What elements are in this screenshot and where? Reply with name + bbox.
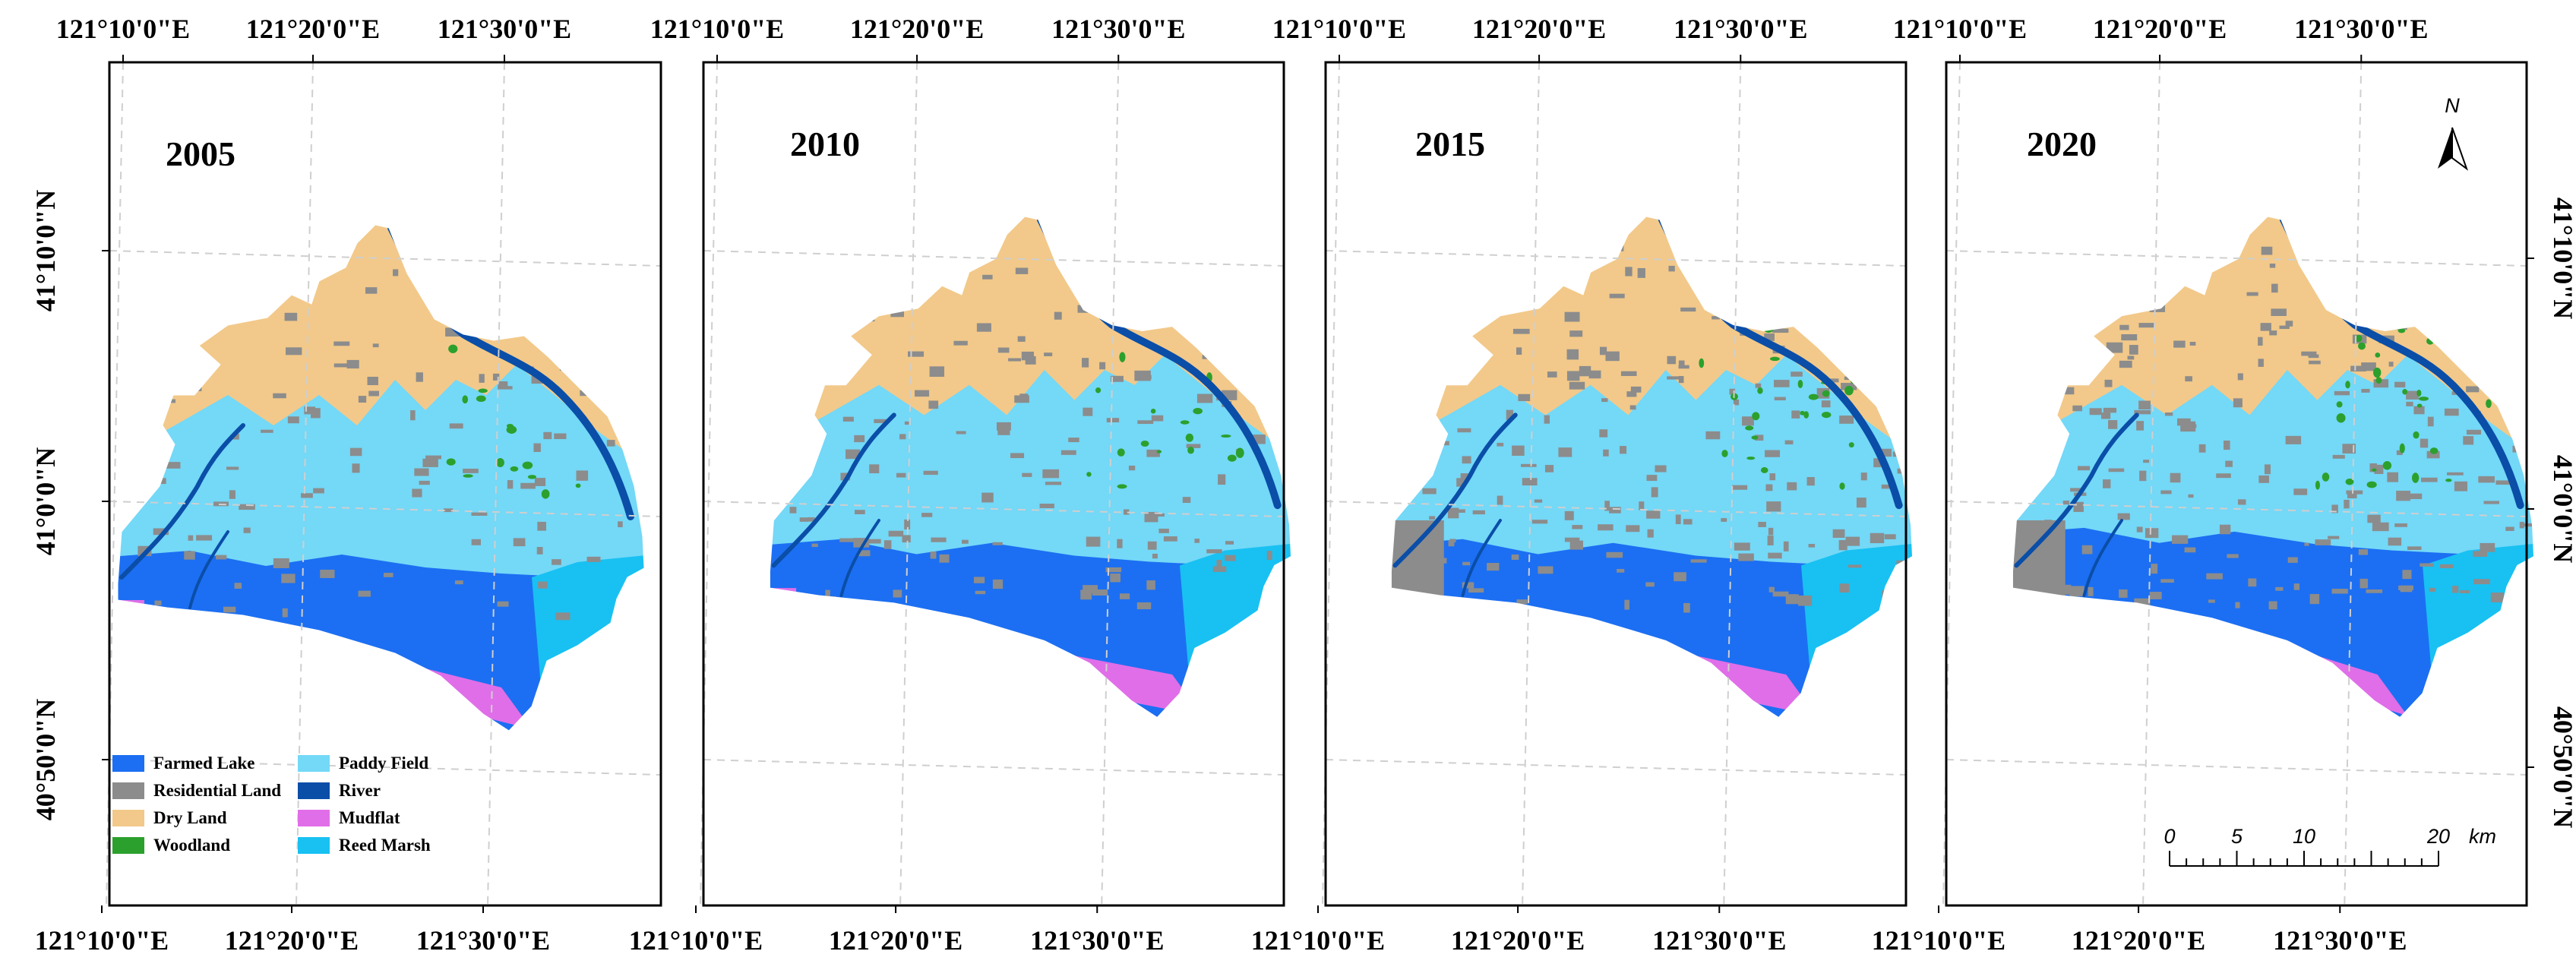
land-use-region: [2012, 216, 2534, 718]
longitude-label: 121°20'0"E: [2093, 14, 2227, 44]
legend-label: Paddy Field: [339, 754, 428, 773]
legend-swatch: [298, 810, 330, 826]
map-frame: [702, 61, 1285, 907]
region-outline: [769, 216, 1292, 719]
residential-land-patch: [1391, 520, 1444, 596]
longitude-label: 121°30'0"E: [1051, 14, 1185, 44]
scale-unit: km: [2469, 825, 2496, 848]
longitude-label: 121°20'0"E: [225, 925, 359, 956]
longitude-label: 121°10'0"E: [1251, 925, 1385, 956]
legend-label: Mudflat: [339, 808, 400, 827]
map-panel-2010: 2010 121°10'0"E 121°20'0"E 121°30'0"E 121°10…: [629, 14, 1292, 956]
longitude-label: 121°20'0"E: [1451, 925, 1585, 956]
longitude-label: 121°30'0"E: [438, 14, 571, 44]
latitude-label: 41°0'0"N: [30, 447, 61, 555]
longitude-label: 121°10'0"E: [629, 925, 763, 956]
longitude-label: 121°10'0"E: [35, 925, 169, 956]
mudflat-area: [1696, 656, 1816, 716]
longitude-label: 121°20'0"E: [1472, 14, 1606, 44]
land-use-region: [770, 216, 1291, 718]
scale-label: 0: [2164, 825, 2175, 848]
year-label: 2005: [166, 134, 235, 173]
north-arrow-icon: N: [2438, 94, 2469, 171]
scale-label: 20: [2426, 825, 2450, 848]
longitude-label: 121°20'0"E: [850, 14, 984, 44]
region-outline: [2012, 216, 2535, 719]
latitude-label: 40°50'0"N: [2548, 706, 2576, 828]
region-outline: [1390, 216, 1914, 719]
map-frame: [1324, 61, 1908, 907]
legend-label: Reed Marsh: [339, 836, 431, 855]
longitude-label: 121°10'0"E: [56, 14, 190, 44]
longitude-label: 121°30'0"E: [1674, 14, 1807, 44]
longitude-label: 121°10'0"E: [1872, 925, 2005, 956]
legend-swatch: [112, 810, 144, 826]
longitude-label: 121°20'0"E: [2072, 925, 2205, 956]
legend-label: River: [339, 781, 381, 800]
legend-item: Mudflat: [298, 808, 400, 827]
legend-label: Woodland: [153, 836, 230, 855]
legend-swatch: [112, 782, 144, 799]
longitude-label: 121°30'0"E: [2273, 925, 2407, 956]
legend-swatch: [112, 837, 144, 854]
reed-marsh-area: [532, 555, 644, 731]
latitude-label: 41°10'0"N: [2548, 198, 2576, 319]
legend-item: Residential Land: [112, 781, 281, 800]
map-panel-2015: 2015 121°10'0"E 121°20'0"E 121°30'0"E 121°10…: [1251, 14, 1914, 956]
longitude-label: 121°10'0"E: [650, 14, 784, 44]
latitude-label: 41°10'0"N: [30, 190, 61, 311]
longitude-label: 121°30'0"E: [2294, 14, 2428, 44]
map-frame: [108, 61, 662, 907]
latitude-label: 41°0'0"N: [2548, 455, 2576, 563]
year-label: 2015: [1415, 125, 1485, 163]
longitude-label: 121°20'0"E: [829, 925, 962, 956]
mudflat-area: [425, 668, 532, 729]
graticule: [1942, 62, 2527, 906]
legend-item: River: [298, 781, 381, 800]
year-label: 2020: [2027, 125, 2097, 163]
land-use-region: [118, 225, 644, 731]
longitude-label: 121°30'0"E: [1030, 925, 1164, 956]
map-panel-2020: 2020 121°10'0"E 121°20'0"E 121°30'0"E 121°10…: [1872, 14, 2576, 956]
longitude-label: 121°30'0"E: [416, 925, 550, 956]
scale-bar: 0 5 10 20 km: [2164, 825, 2496, 867]
reed-marsh-area: [2423, 542, 2534, 718]
legend-item: Farmed Lake: [112, 754, 255, 773]
scale-label: 5: [2231, 825, 2243, 848]
longitude-label: 121°10'0"E: [1893, 14, 2027, 44]
reed-marsh-area: [1801, 542, 1913, 718]
north-label: N: [2445, 94, 2460, 117]
land-use-region: [1391, 216, 1913, 718]
legend-swatch: [112, 755, 144, 772]
legend: Farmed Lake Residential Land Dry Land Woodl…: [112, 754, 431, 855]
latitude-label: 40°50'0"N: [30, 699, 61, 820]
legend-item: Woodland: [112, 836, 230, 855]
longitude-label: 121°10'0"E: [1272, 14, 1406, 44]
legend-swatch: [298, 755, 330, 772]
legend-swatch: [298, 837, 330, 854]
legend-item: Dry Land: [112, 808, 227, 827]
legend-swatch: [298, 782, 330, 799]
residential-land-patch: [2012, 520, 2066, 596]
map-frame: [1945, 61, 2528, 907]
longitude-label: 121°20'0"E: [246, 14, 380, 44]
reed-marsh-area: [1180, 542, 1291, 718]
legend-label: Dry Land: [153, 808, 227, 827]
legend-item: Reed Marsh: [298, 836, 431, 855]
year-label: 2010: [790, 125, 860, 163]
legend-label: Farmed Lake: [153, 754, 255, 773]
legend-item: Paddy Field: [298, 754, 428, 773]
longitude-label: 121°30'0"E: [1652, 925, 1786, 956]
scale-label: 10: [2293, 825, 2315, 848]
legend-label: Residential Land: [153, 781, 281, 800]
